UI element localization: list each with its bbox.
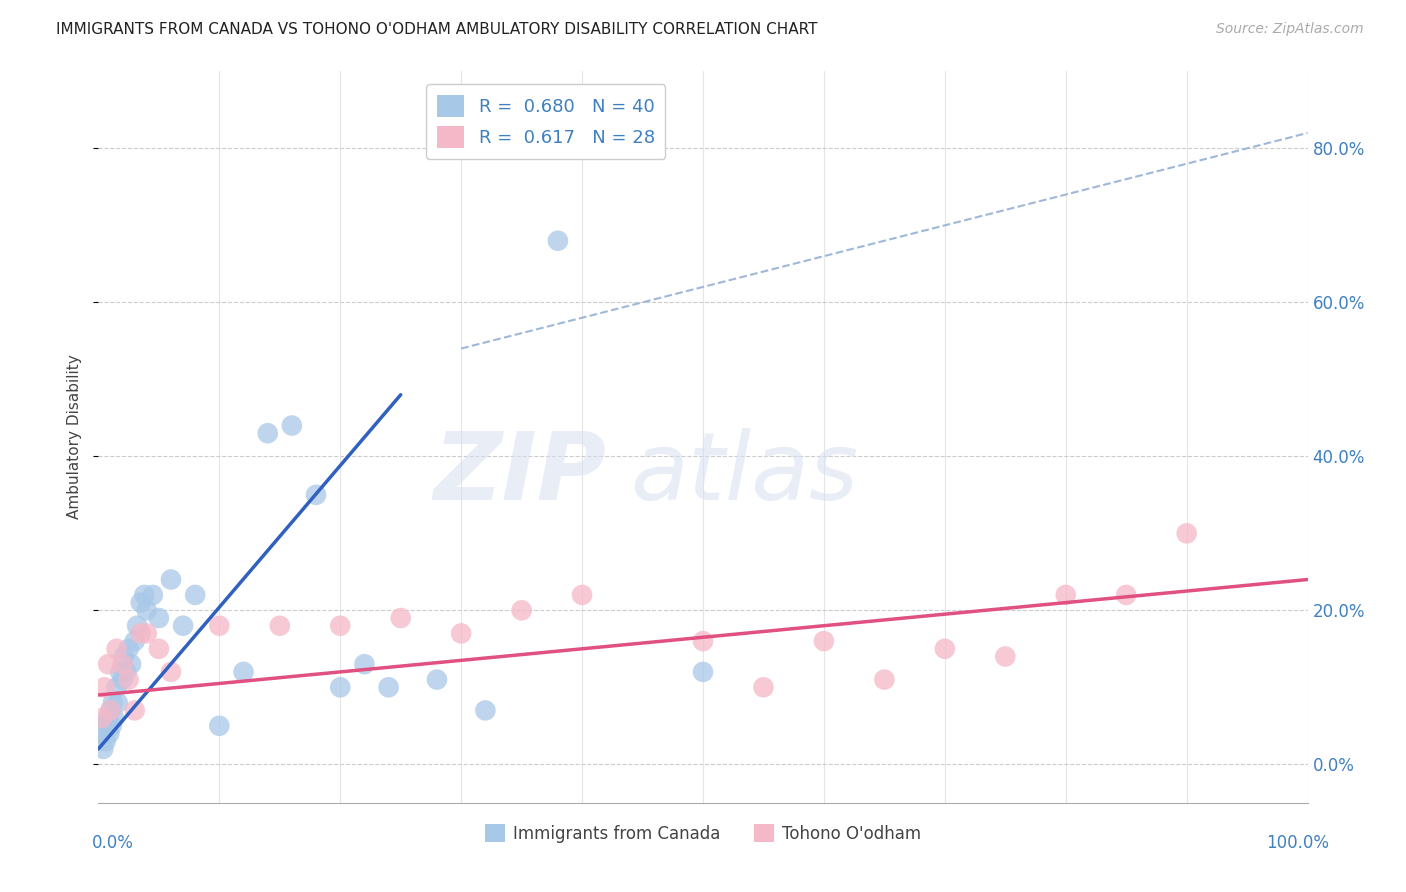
- Point: [329, 618, 352, 632]
- Point: [94, 734, 117, 748]
- Point: [129, 626, 152, 640]
- Point: [934, 641, 956, 656]
- Point: [208, 618, 231, 632]
- Point: [134, 588, 156, 602]
- Point: [305, 488, 328, 502]
- Point: [510, 603, 533, 617]
- Point: [112, 649, 135, 664]
- Point: [377, 681, 399, 695]
- Point: [101, 696, 124, 710]
- Point: [93, 719, 115, 733]
- Point: [107, 696, 129, 710]
- Point: [547, 234, 569, 248]
- Point: [571, 588, 593, 602]
- Point: [160, 573, 183, 587]
- Point: [127, 618, 149, 632]
- Text: 100.0%: 100.0%: [1265, 834, 1329, 852]
- Point: [1054, 588, 1077, 602]
- Point: [172, 618, 194, 632]
- Point: [281, 418, 304, 433]
- Point: [148, 611, 170, 625]
- Point: [105, 641, 128, 656]
- Point: [208, 719, 231, 733]
- Point: [97, 657, 120, 672]
- Point: [91, 711, 114, 725]
- Point: [135, 626, 157, 640]
- Point: [100, 703, 122, 717]
- Point: [100, 703, 122, 717]
- Point: [90, 726, 112, 740]
- Point: [813, 634, 835, 648]
- Point: [692, 665, 714, 679]
- Point: [135, 603, 157, 617]
- Point: [873, 673, 896, 687]
- Point: [124, 703, 146, 717]
- Point: [426, 673, 449, 687]
- Point: [142, 588, 165, 602]
- Point: [692, 634, 714, 648]
- Point: [93, 681, 115, 695]
- Text: atlas: atlas: [630, 428, 859, 519]
- Legend: Immigrants from Canada, Tohono O'odham: Immigrants from Canada, Tohono O'odham: [478, 818, 928, 849]
- Point: [97, 711, 120, 725]
- Point: [752, 681, 775, 695]
- Point: [329, 681, 352, 695]
- Point: [118, 673, 141, 687]
- Point: [474, 703, 496, 717]
- Point: [1115, 588, 1137, 602]
- Point: [1175, 526, 1198, 541]
- Point: [103, 711, 125, 725]
- Point: [118, 641, 141, 656]
- Point: [160, 665, 183, 679]
- Point: [450, 626, 472, 640]
- Point: [100, 719, 122, 733]
- Text: ZIP: ZIP: [433, 427, 606, 520]
- Text: 0.0%: 0.0%: [91, 834, 134, 852]
- Point: [148, 641, 170, 656]
- Y-axis label: Ambulatory Disability: Ambulatory Disability: [67, 355, 83, 519]
- Point: [111, 673, 134, 687]
- Point: [256, 426, 278, 441]
- Point: [269, 618, 291, 632]
- Point: [105, 681, 128, 695]
- Point: [120, 657, 142, 672]
- Point: [108, 665, 131, 679]
- Point: [994, 649, 1017, 664]
- Point: [232, 665, 254, 679]
- Point: [184, 588, 207, 602]
- Text: IMMIGRANTS FROM CANADA VS TOHONO O'ODHAM AMBULATORY DISABILITY CORRELATION CHART: IMMIGRANTS FROM CANADA VS TOHONO O'ODHAM…: [56, 22, 818, 37]
- Point: [389, 611, 412, 625]
- Point: [115, 665, 138, 679]
- Point: [98, 726, 121, 740]
- Point: [111, 657, 134, 672]
- Text: Source: ZipAtlas.com: Source: ZipAtlas.com: [1216, 22, 1364, 37]
- Point: [91, 742, 114, 756]
- Point: [129, 596, 152, 610]
- Point: [124, 634, 146, 648]
- Point: [353, 657, 375, 672]
